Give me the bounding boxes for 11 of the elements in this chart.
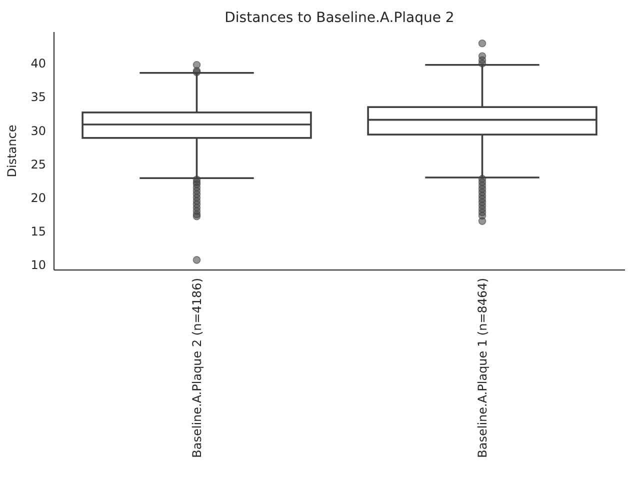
y-tick-label: 30 [30,124,46,138]
y-tick-label: 20 [30,190,46,205]
y-tick-label: 25 [30,157,46,172]
y-tick-label: 35 [30,90,46,104]
y-tick-label: 15 [30,224,46,238]
x-tick-label: Baseline.A.Plaque 2 (n=4186) [190,278,204,458]
y-tick-label: 40 [30,56,46,71]
x-tick-label: Baseline.A.Plaque 1 (n=8464) [475,278,490,458]
chart-title: Distances to Baseline.A.Plaque 2 [224,10,454,26]
y-axis-title: Distance [5,124,19,178]
y-tick-label: 10 [30,258,46,272]
